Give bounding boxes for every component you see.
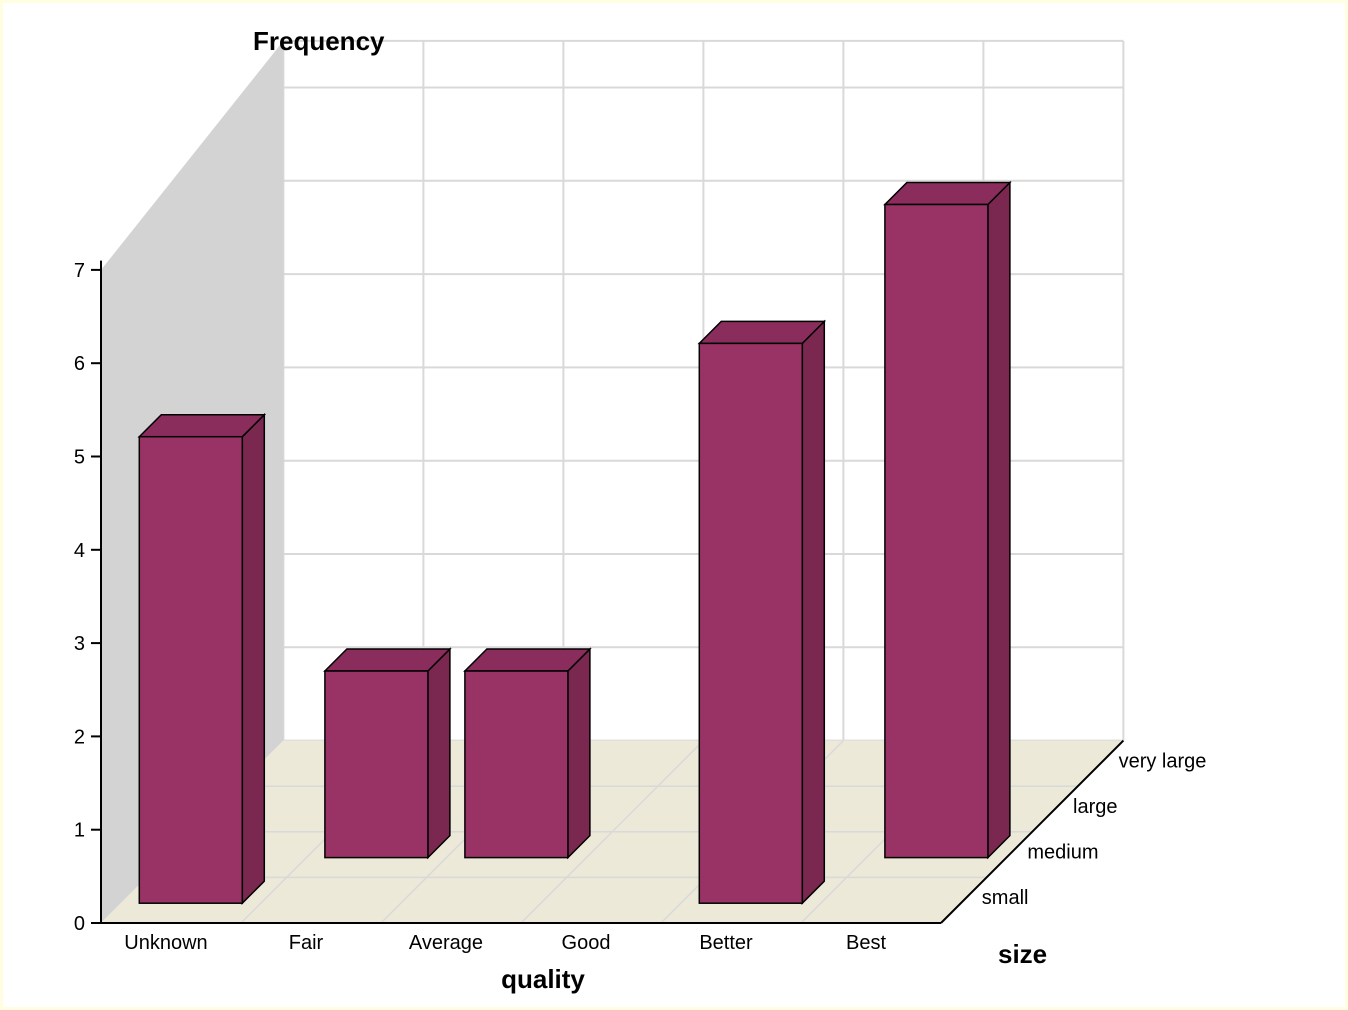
z-axis-line xyxy=(940,739,1125,924)
y-tick-label: 4 xyxy=(74,540,85,562)
chart-container: 0 1 2 3 4 5 6 7 Unknown Fair Average Good Better Best… xyxy=(3,3,1345,1007)
bar-best-medium xyxy=(883,180,1012,860)
bar-side xyxy=(427,647,451,860)
bar-top xyxy=(463,648,592,672)
z-tick-label: medium xyxy=(1027,842,1098,864)
floor-gridline xyxy=(520,740,704,924)
bar-front xyxy=(698,342,804,904)
bar-side xyxy=(567,647,591,860)
z-axis-title: size xyxy=(998,939,1047,969)
bar-side xyxy=(241,412,266,906)
bar-front xyxy=(324,670,429,859)
z-tick-label: very large xyxy=(1119,750,1207,772)
y-tick-label: 0 xyxy=(74,913,85,935)
bar-side xyxy=(801,319,826,906)
y-tick-label: 3 xyxy=(74,633,85,655)
y-tick-label: 1 xyxy=(74,820,85,842)
y-tick-label: 7 xyxy=(74,260,85,282)
y-tick-label: 2 xyxy=(74,726,85,748)
x-tick-label: Best xyxy=(846,932,886,954)
bars xyxy=(137,180,1012,906)
bar-front xyxy=(464,670,569,859)
bar-front xyxy=(138,435,244,904)
bar-unknown-small xyxy=(137,412,267,906)
x-axis-title: quality xyxy=(501,964,585,994)
axes xyxy=(91,260,1125,924)
y-tick-label: 6 xyxy=(74,353,85,375)
bar-better-small xyxy=(697,319,827,906)
bar-top xyxy=(323,648,452,672)
x-tick-label: Average xyxy=(409,932,483,954)
bar-top xyxy=(883,181,1012,206)
y-tick-label: 5 xyxy=(74,447,85,469)
bar-fair-medium xyxy=(323,647,452,860)
x-tick-label: Good xyxy=(562,932,611,954)
y-axis-title: Frequency xyxy=(253,26,385,56)
bar-average-medium xyxy=(463,647,592,860)
bar-front xyxy=(884,203,989,859)
x-tick-label: Better xyxy=(699,932,753,954)
z-tick-label: small xyxy=(982,887,1029,909)
z-tick-label: large xyxy=(1073,796,1117,818)
bar-top xyxy=(697,320,827,345)
bar-side xyxy=(987,180,1011,860)
chart-3d-bar: 0 1 2 3 4 5 6 7 Unknown Fair Average Good Better Best… xyxy=(74,26,1207,994)
axis-labels: 0 1 2 3 4 5 6 7 Unknown Fair Average Good Better Best… xyxy=(74,260,1207,954)
bar-top xyxy=(137,413,267,438)
x-tick-label: Unknown xyxy=(124,932,207,954)
x-tick-label: Fair xyxy=(289,932,324,954)
